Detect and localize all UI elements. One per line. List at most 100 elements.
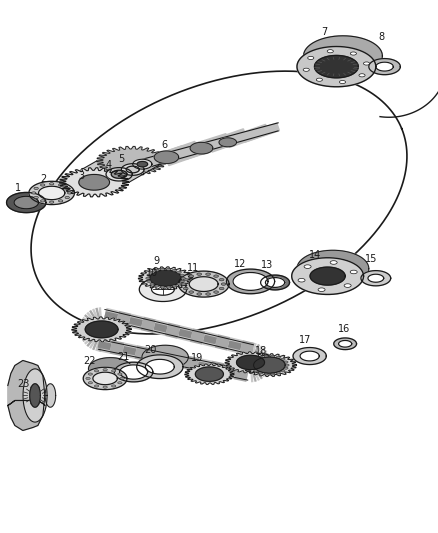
Ellipse shape bbox=[67, 192, 72, 194]
Ellipse shape bbox=[34, 187, 38, 189]
Ellipse shape bbox=[264, 355, 268, 357]
Ellipse shape bbox=[254, 370, 258, 372]
Text: 17: 17 bbox=[299, 335, 311, 345]
Ellipse shape bbox=[350, 52, 357, 55]
Text: 9: 9 bbox=[154, 256, 160, 266]
Polygon shape bbox=[226, 269, 275, 294]
Polygon shape bbox=[265, 278, 285, 287]
Polygon shape bbox=[23, 400, 33, 431]
Polygon shape bbox=[145, 359, 174, 374]
Polygon shape bbox=[38, 366, 43, 403]
Ellipse shape bbox=[172, 285, 177, 287]
Ellipse shape bbox=[166, 268, 171, 270]
Polygon shape bbox=[138, 267, 193, 289]
Polygon shape bbox=[83, 367, 127, 390]
Ellipse shape bbox=[65, 187, 70, 189]
Polygon shape bbox=[60, 161, 166, 182]
Polygon shape bbox=[29, 181, 74, 205]
Polygon shape bbox=[376, 62, 393, 71]
Polygon shape bbox=[121, 164, 144, 175]
Ellipse shape bbox=[181, 277, 185, 279]
Text: 14: 14 bbox=[309, 250, 321, 260]
Polygon shape bbox=[137, 161, 148, 167]
Ellipse shape bbox=[339, 80, 346, 84]
Polygon shape bbox=[190, 142, 213, 154]
Polygon shape bbox=[39, 186, 65, 200]
Polygon shape bbox=[189, 277, 218, 292]
Ellipse shape bbox=[58, 200, 63, 202]
Ellipse shape bbox=[307, 56, 314, 60]
Ellipse shape bbox=[221, 283, 226, 285]
Polygon shape bbox=[137, 355, 183, 378]
Polygon shape bbox=[361, 271, 391, 286]
Text: 11: 11 bbox=[187, 263, 199, 272]
Polygon shape bbox=[126, 166, 139, 173]
Ellipse shape bbox=[197, 273, 201, 276]
Text: 10: 10 bbox=[146, 268, 159, 278]
Ellipse shape bbox=[180, 280, 184, 282]
Text: 20: 20 bbox=[145, 345, 157, 354]
Polygon shape bbox=[154, 151, 179, 164]
Polygon shape bbox=[85, 321, 118, 338]
Ellipse shape bbox=[88, 382, 92, 384]
Polygon shape bbox=[237, 356, 265, 369]
Polygon shape bbox=[310, 267, 345, 285]
Ellipse shape bbox=[155, 269, 159, 271]
Ellipse shape bbox=[303, 68, 309, 71]
Polygon shape bbox=[72, 317, 131, 342]
Text: 2: 2 bbox=[41, 174, 47, 183]
Polygon shape bbox=[185, 364, 234, 384]
Polygon shape bbox=[233, 272, 268, 290]
Polygon shape bbox=[33, 400, 38, 427]
Text: 3: 3 bbox=[78, 171, 84, 181]
Polygon shape bbox=[133, 159, 152, 169]
Ellipse shape bbox=[197, 293, 201, 295]
Polygon shape bbox=[150, 270, 181, 286]
Ellipse shape bbox=[284, 367, 288, 369]
Polygon shape bbox=[114, 362, 153, 382]
Ellipse shape bbox=[146, 277, 150, 279]
Ellipse shape bbox=[276, 356, 280, 358]
Ellipse shape bbox=[184, 287, 188, 290]
Ellipse shape bbox=[111, 370, 116, 372]
Polygon shape bbox=[304, 36, 382, 76]
Polygon shape bbox=[43, 395, 45, 416]
Ellipse shape bbox=[150, 271, 154, 273]
Text: 1: 1 bbox=[15, 183, 21, 192]
Polygon shape bbox=[152, 284, 174, 295]
Ellipse shape bbox=[270, 373, 275, 375]
Polygon shape bbox=[297, 251, 369, 287]
Polygon shape bbox=[182, 134, 230, 159]
Text: 18: 18 bbox=[254, 346, 267, 356]
Polygon shape bbox=[11, 366, 15, 403]
Ellipse shape bbox=[316, 78, 322, 82]
Text: 4: 4 bbox=[106, 160, 112, 170]
Text: 21: 21 bbox=[117, 352, 130, 362]
Polygon shape bbox=[334, 338, 357, 350]
Ellipse shape bbox=[206, 273, 211, 276]
Polygon shape bbox=[368, 274, 384, 282]
Polygon shape bbox=[88, 358, 132, 380]
Text: 6: 6 bbox=[161, 140, 167, 150]
Ellipse shape bbox=[160, 286, 165, 288]
Ellipse shape bbox=[111, 385, 116, 387]
Ellipse shape bbox=[364, 62, 370, 65]
Polygon shape bbox=[60, 168, 129, 197]
Ellipse shape bbox=[32, 192, 36, 194]
Ellipse shape bbox=[350, 270, 357, 274]
Polygon shape bbox=[292, 258, 364, 294]
Polygon shape bbox=[23, 369, 47, 422]
Text: 12: 12 bbox=[234, 259, 246, 269]
Ellipse shape bbox=[276, 372, 280, 374]
Ellipse shape bbox=[184, 278, 188, 281]
Ellipse shape bbox=[359, 74, 365, 77]
Ellipse shape bbox=[40, 200, 45, 202]
Ellipse shape bbox=[251, 361, 255, 363]
Text: 8: 8 bbox=[378, 33, 384, 42]
Ellipse shape bbox=[304, 265, 311, 269]
Polygon shape bbox=[178, 271, 229, 297]
Polygon shape bbox=[139, 277, 187, 302]
Ellipse shape bbox=[298, 278, 305, 282]
Polygon shape bbox=[43, 375, 45, 406]
Ellipse shape bbox=[264, 373, 268, 375]
